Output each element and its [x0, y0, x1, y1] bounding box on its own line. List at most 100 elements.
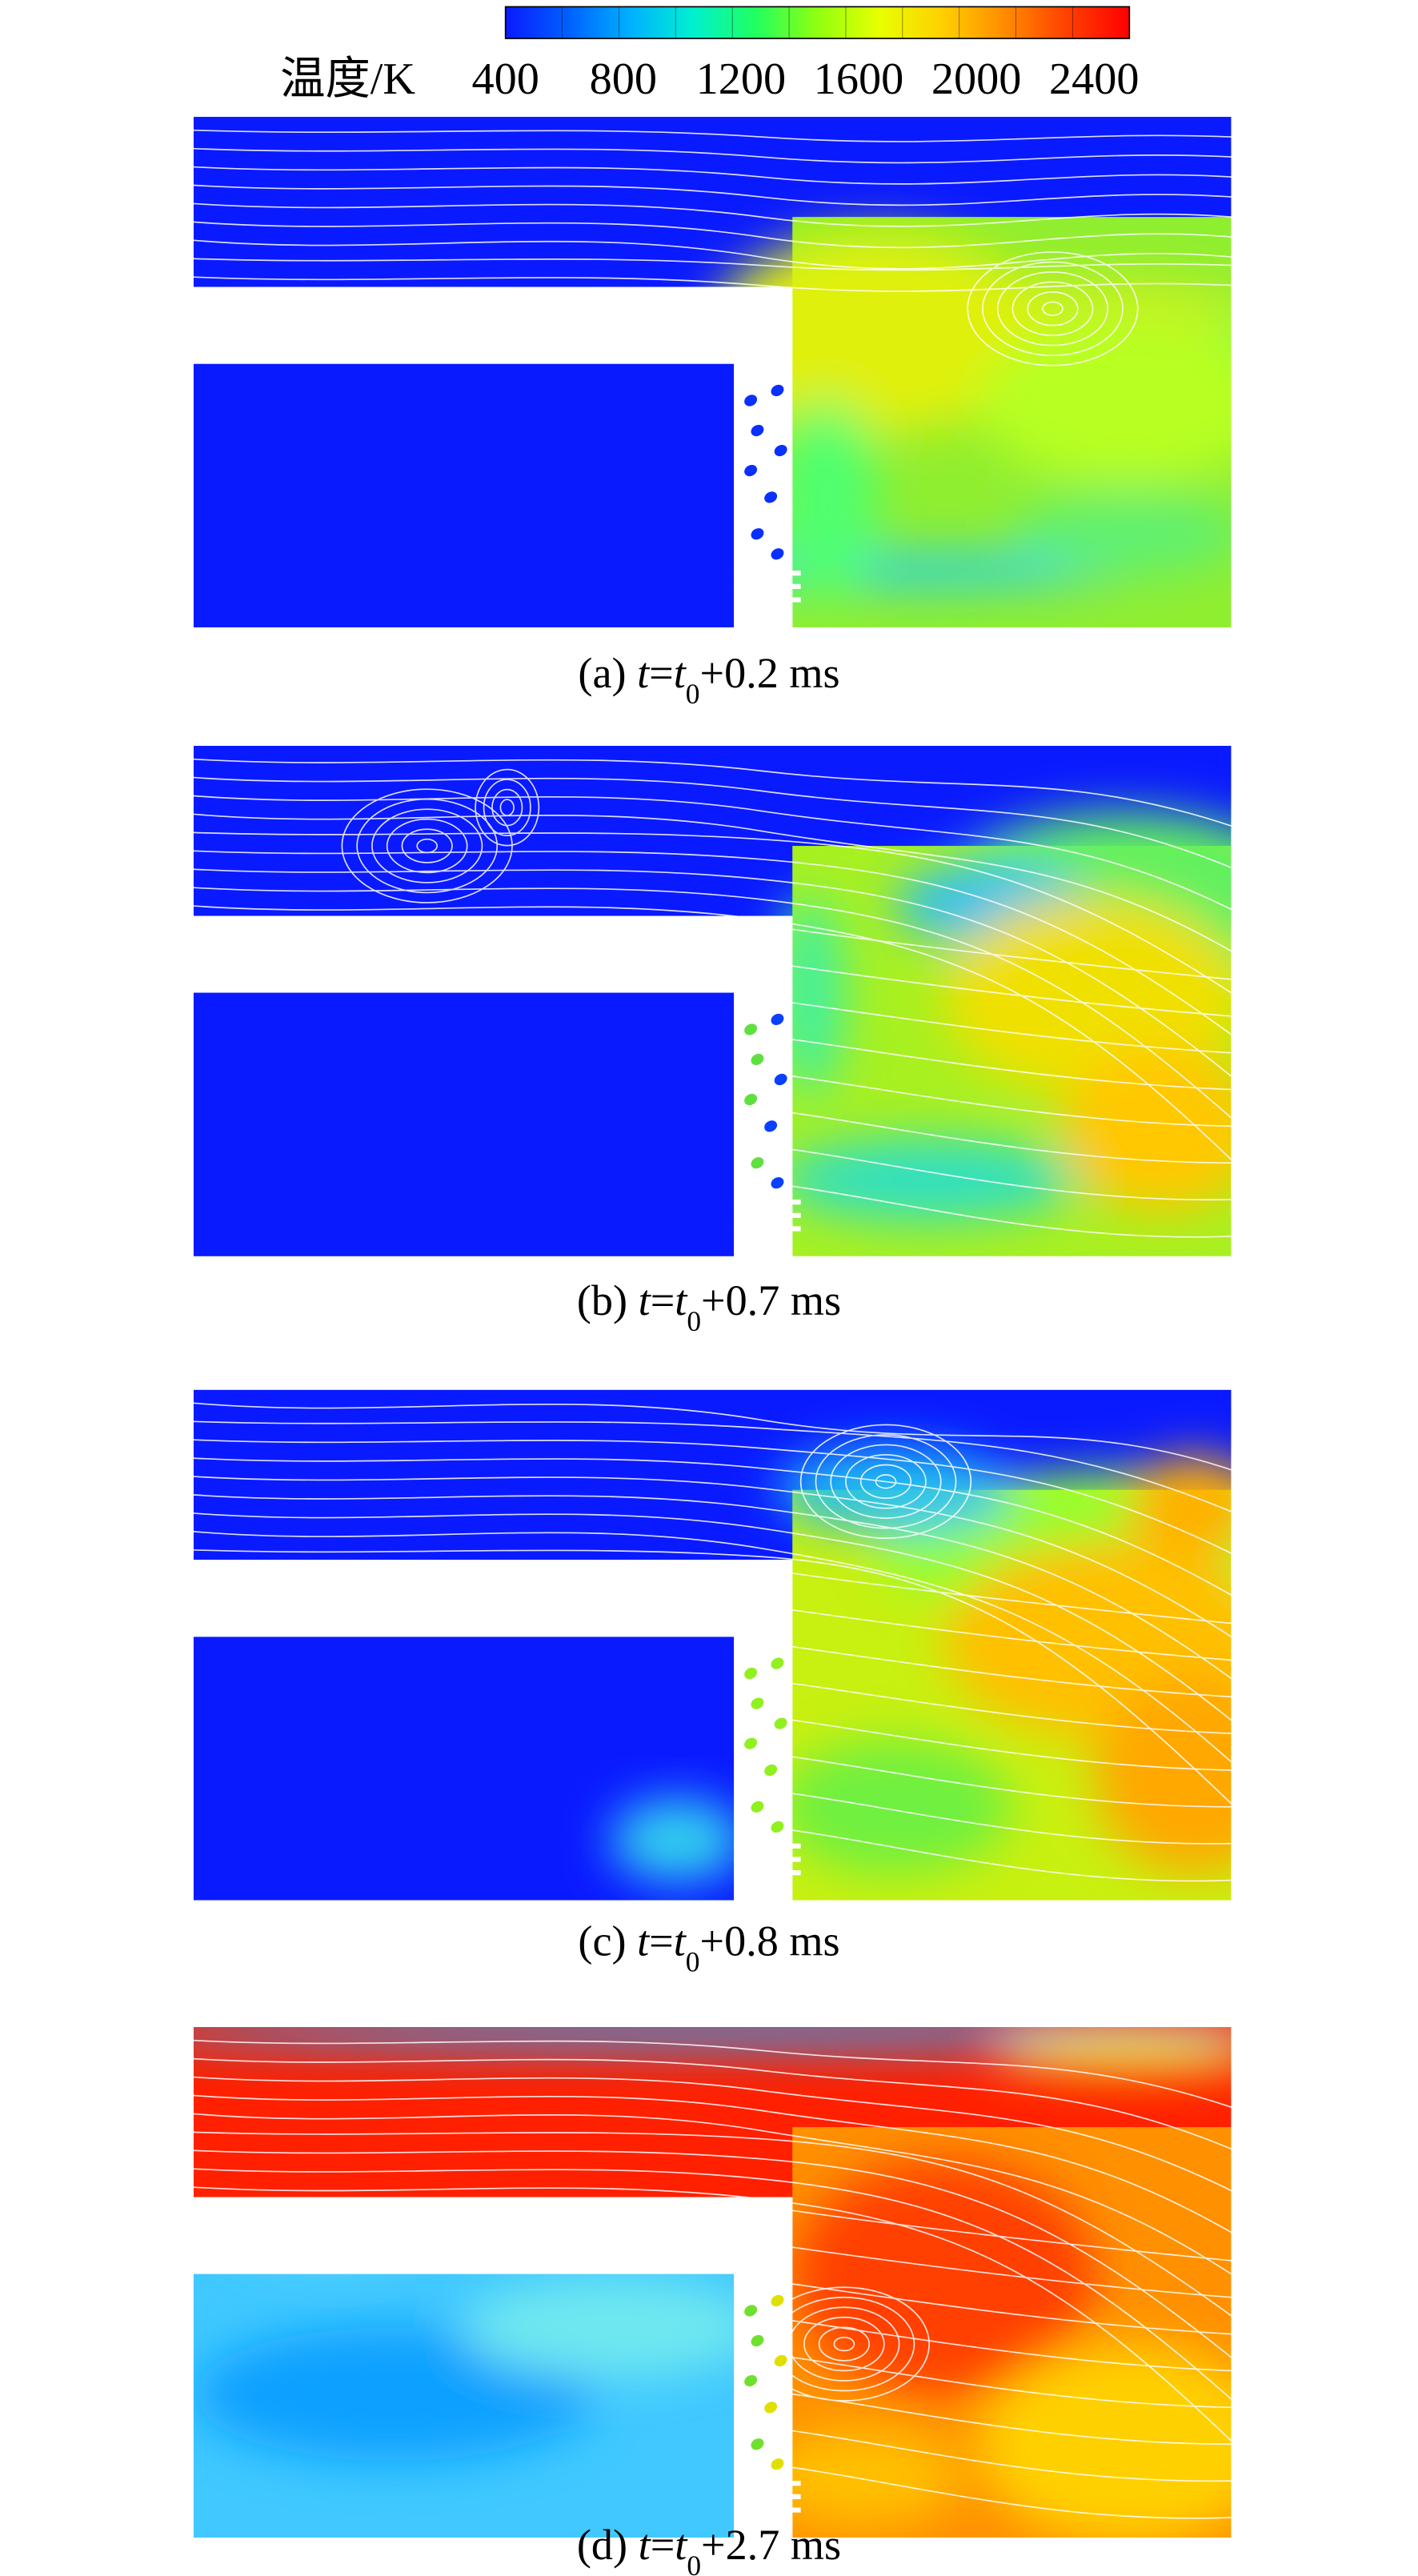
colorbar-tick-label: 400	[471, 54, 539, 104]
jet-hole	[751, 424, 764, 437]
caption-part: =	[651, 1276, 675, 1324]
streamline	[193, 184, 1232, 206]
vortex-streamline	[341, 788, 513, 903]
slot	[734, 571, 801, 576]
streamline	[193, 239, 1232, 270]
vortex-streamline	[1027, 291, 1079, 327]
jet-hole	[774, 2354, 787, 2367]
caption-part: t	[675, 1276, 688, 1324]
caption-part: 0	[686, 678, 700, 710]
temperature-blob	[977, 317, 1232, 484]
streamlines	[193, 758, 1232, 1238]
streamline	[792, 1682, 1232, 1734]
temperature-blob	[193, 2027, 1232, 2048]
vortex-streamline	[859, 1464, 912, 1500]
streamline	[792, 1185, 1232, 1238]
vortex-streamline	[499, 799, 515, 816]
streamline	[193, 2168, 1232, 2400]
streamline	[792, 2283, 1232, 2335]
caption-part: t	[674, 649, 687, 697]
temperature-field	[193, 2027, 1232, 2538]
vortex-streamline	[845, 1454, 927, 1509]
streamline	[193, 813, 1232, 952]
streamline	[792, 1793, 1232, 1845]
streamline	[792, 1719, 1232, 1771]
vortex-streamline	[799, 1424, 972, 1540]
temperature-blob	[1011, 492, 1232, 576]
streamline	[792, 965, 1232, 1017]
streamline	[193, 221, 1232, 249]
streamline	[193, 1494, 1232, 1679]
caption-part: t	[639, 1276, 652, 1324]
temperature-blob	[777, 1740, 1011, 1874]
vortex-streamline	[803, 2316, 885, 2372]
streamline	[792, 2209, 1232, 2262]
caption-part: (b)	[577, 1276, 639, 1324]
temperature-blob	[711, 233, 1045, 435]
jet-hole	[744, 1093, 758, 1106]
colorbar-tick-label: 800	[590, 54, 657, 104]
colorbar-tick-label: 1200	[696, 54, 787, 104]
caption: (a) t=t0+0.2 ms	[578, 649, 839, 710]
temperature-blob	[777, 400, 878, 601]
vortex-streamline	[1042, 301, 1064, 316]
streamline	[193, 1512, 1232, 1721]
streamline	[193, 2094, 1232, 2233]
streamline	[792, 2430, 1232, 2482]
captions: (a) t=t0+0.2 ms(b) t=t0+0.7 ms(c) t=t0+0…	[577, 649, 841, 2576]
streamline	[193, 147, 1232, 164]
streamlines	[193, 1402, 1232, 1882]
streamline	[792, 2466, 1232, 2519]
vortex-streamline	[386, 818, 468, 874]
panels	[193, 117, 1232, 2538]
perforated-wall	[734, 1637, 793, 1901]
streamlines	[193, 129, 1232, 367]
jet-hole	[764, 491, 778, 503]
lower-block	[193, 992, 735, 1256]
lower-block	[193, 1637, 735, 1901]
temperature-blob	[994, 2032, 1232, 2073]
caption-part: 0	[686, 1945, 700, 1977]
caption-part: 0	[687, 1305, 701, 1337]
vortex-streamline	[491, 788, 523, 827]
temperature-blob	[1060, 1046, 1232, 1213]
temperature-blob	[460, 2277, 735, 2378]
caption-part: (d)	[577, 2521, 639, 2569]
slot	[734, 1843, 801, 1849]
vortex-streamline	[830, 1444, 942, 1520]
lower-block-field	[193, 992, 735, 1256]
perforated-wall	[734, 363, 793, 627]
slot	[734, 2494, 801, 2499]
slot	[734, 2507, 801, 2513]
temperature-field	[193, 117, 1232, 627]
lower-block	[193, 2274, 735, 2538]
jet-hole	[771, 1657, 784, 1669]
temperature-field	[193, 1389, 1232, 1901]
wall-gap	[193, 915, 793, 993]
streamline	[193, 776, 1232, 868]
jet-hole	[744, 2305, 758, 2317]
caption-part: t	[675, 2521, 688, 2569]
jet-hole	[751, 528, 764, 540]
temperature-blob	[977, 2344, 1232, 2538]
jet-hole	[744, 2374, 758, 2387]
temperature-blob	[760, 2427, 961, 2528]
streamline	[193, 202, 1232, 227]
temperature-blob	[777, 895, 844, 1096]
streamline	[193, 1476, 1232, 1637]
streamline	[193, 129, 1232, 142]
colorbar-tick-label: 1600	[814, 54, 904, 104]
caption-part: +0.8 ms	[700, 1917, 840, 1965]
jet-hole	[744, 1667, 758, 1680]
slot	[734, 1212, 801, 1218]
streamline	[792, 2356, 1232, 2409]
jet-hole	[774, 1717, 787, 1729]
streamline	[792, 1572, 1232, 1625]
streamline	[193, 795, 1232, 911]
caption-part: =	[649, 1917, 674, 1965]
cfd-panel	[193, 1389, 1232, 1901]
slot	[734, 583, 801, 590]
jet-hole	[744, 464, 758, 477]
vortex-streamline	[416, 838, 439, 854]
lower-block-field	[193, 363, 735, 627]
